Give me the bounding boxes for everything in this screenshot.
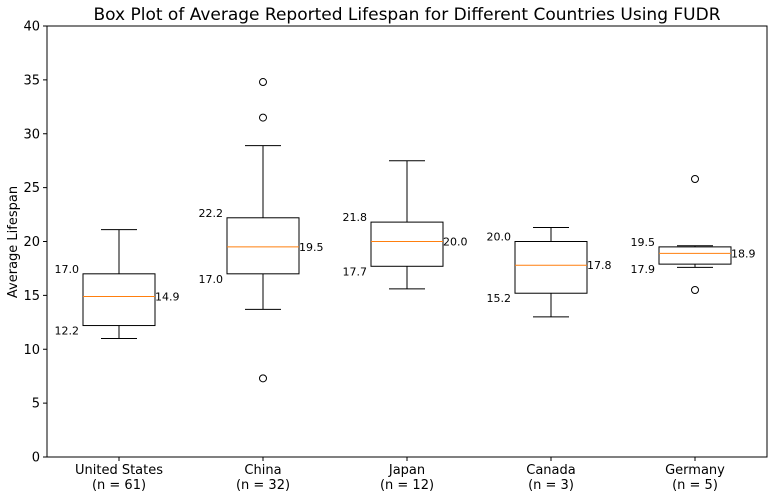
box-group: 20.0 15.2 17.8 xyxy=(487,226,612,318)
x-tick-label-count: (n = 5) xyxy=(672,478,718,493)
q3-label: 17.0 xyxy=(55,263,80,276)
x-tick-label-count: (n = 32) xyxy=(236,478,290,493)
y-tick-label: 25 xyxy=(23,181,40,196)
q3-label: 21.8 xyxy=(343,211,368,224)
y-tick-label: 5 xyxy=(32,397,40,412)
q1-label: 17.7 xyxy=(343,265,368,278)
outlier-point xyxy=(259,78,267,87)
outlier-point xyxy=(259,113,267,122)
median-label: 20.0 xyxy=(443,236,468,249)
outlier-point xyxy=(691,285,699,294)
x-tick-label-country: Germany xyxy=(665,463,725,478)
iqr-box xyxy=(658,246,732,265)
box-group: 17.0 12.2 14.9 xyxy=(55,229,180,339)
y-tick-label: 20 xyxy=(23,235,40,250)
median-label: 14.9 xyxy=(155,290,180,303)
y-tick-label: 35 xyxy=(23,73,40,88)
median-label: 19.5 xyxy=(299,241,324,254)
y-tick-label: 40 xyxy=(23,20,40,35)
iqr-box xyxy=(370,221,444,267)
x-axis-labels: United States(n = 61)China(n = 32)Japan(… xyxy=(75,457,725,493)
iqr-box xyxy=(514,241,588,294)
outlier-point xyxy=(259,374,267,383)
box-group: 22.2 17.0 19.5 xyxy=(199,78,324,383)
iqr-box xyxy=(226,217,300,275)
box-group: 19.5 17.9 18.9 xyxy=(631,175,756,294)
y-axis-label: Average Lifespan xyxy=(6,186,21,298)
x-tick-label-count: (n = 12) xyxy=(380,478,434,493)
q3-label: 19.5 xyxy=(631,236,656,249)
x-tick-label-country: Canada xyxy=(526,463,575,478)
outlier-point xyxy=(691,175,699,184)
y-tick-label: 10 xyxy=(23,343,40,358)
y-axis-ticks: 0 5 10 15 20 25 30 35 40 xyxy=(23,20,47,466)
iqr-box xyxy=(82,273,156,327)
boxes: 17.012.214.922.217.019.521.817.720.0 20.0… xyxy=(55,78,756,383)
q1-label: 15.2 xyxy=(487,292,512,305)
median-label: 18.9 xyxy=(731,247,756,260)
x-tick-label-country: China xyxy=(244,463,281,478)
q3-label: 22.2 xyxy=(199,207,224,220)
chart-title: Box Plot of Average Reported Lifespan fo… xyxy=(93,5,720,25)
x-tick-label-count: (n = 3) xyxy=(528,478,574,493)
y-tick-label: 15 xyxy=(23,289,40,304)
y-tick-label: 30 xyxy=(23,127,40,142)
q1-label: 12.2 xyxy=(55,325,80,338)
box-group: 21.8 17.7 20.0 xyxy=(343,160,468,290)
q1-label: 17.0 xyxy=(199,273,224,286)
q3-label: 20.0 xyxy=(487,231,512,244)
median-label: 17.8 xyxy=(587,259,612,272)
x-tick-label-country: United States xyxy=(75,463,163,478)
y-tick-label: 0 xyxy=(32,451,40,466)
x-tick-label-country: Japan xyxy=(388,463,425,478)
x-tick-label-count: (n = 61) xyxy=(92,478,146,493)
q1-label: 17.9 xyxy=(631,263,656,276)
